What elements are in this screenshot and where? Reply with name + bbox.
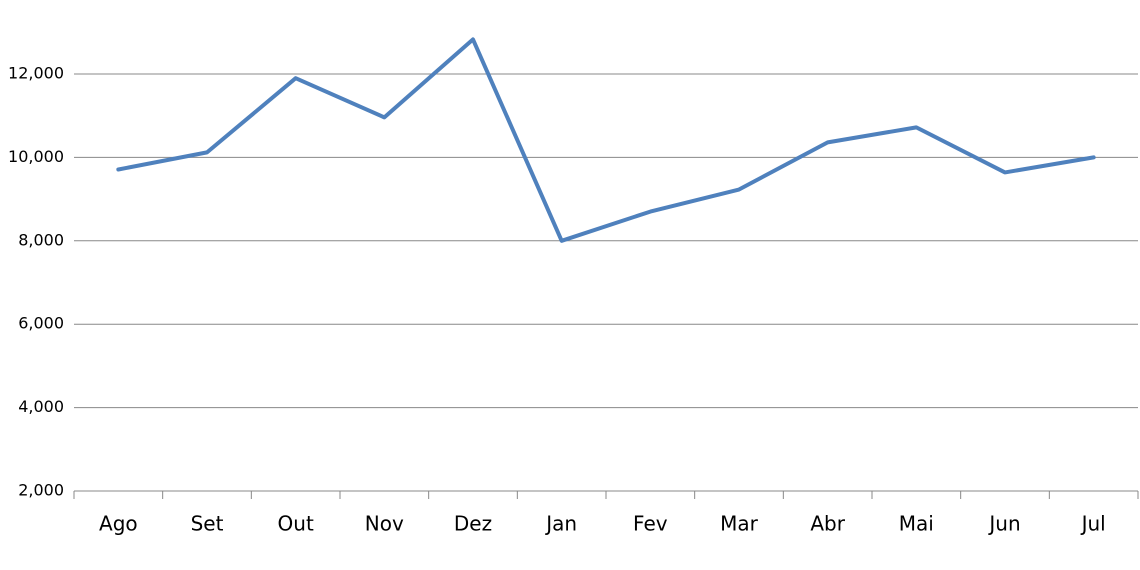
x-tick-label: Dez xyxy=(454,512,492,536)
y-tick-label: 12,000 xyxy=(8,64,64,83)
y-tick-label: 4,000 xyxy=(18,397,64,416)
x-tick-label: Abr xyxy=(810,512,845,536)
x-tick-label: Jun xyxy=(987,512,1020,536)
x-tick-label: Jul xyxy=(1080,512,1106,536)
x-tick-label: Nov xyxy=(365,512,404,536)
y-tick-label: 2,000 xyxy=(18,481,64,500)
x-tick-label: Mai xyxy=(899,512,934,536)
x-tick-label: Mar xyxy=(720,512,759,536)
x-tick-label: Out xyxy=(278,512,314,536)
y-tick-label: 10,000 xyxy=(8,147,64,166)
x-tick-label: Fev xyxy=(633,512,668,536)
x-tick-label: Jan xyxy=(544,512,577,536)
data-line xyxy=(116,37,1096,243)
y-tick-label: 8,000 xyxy=(18,230,64,249)
y-tick-label: 6,000 xyxy=(18,314,64,333)
x-tick-label: Set xyxy=(191,512,224,536)
x-tick-label: Ago xyxy=(99,512,138,536)
